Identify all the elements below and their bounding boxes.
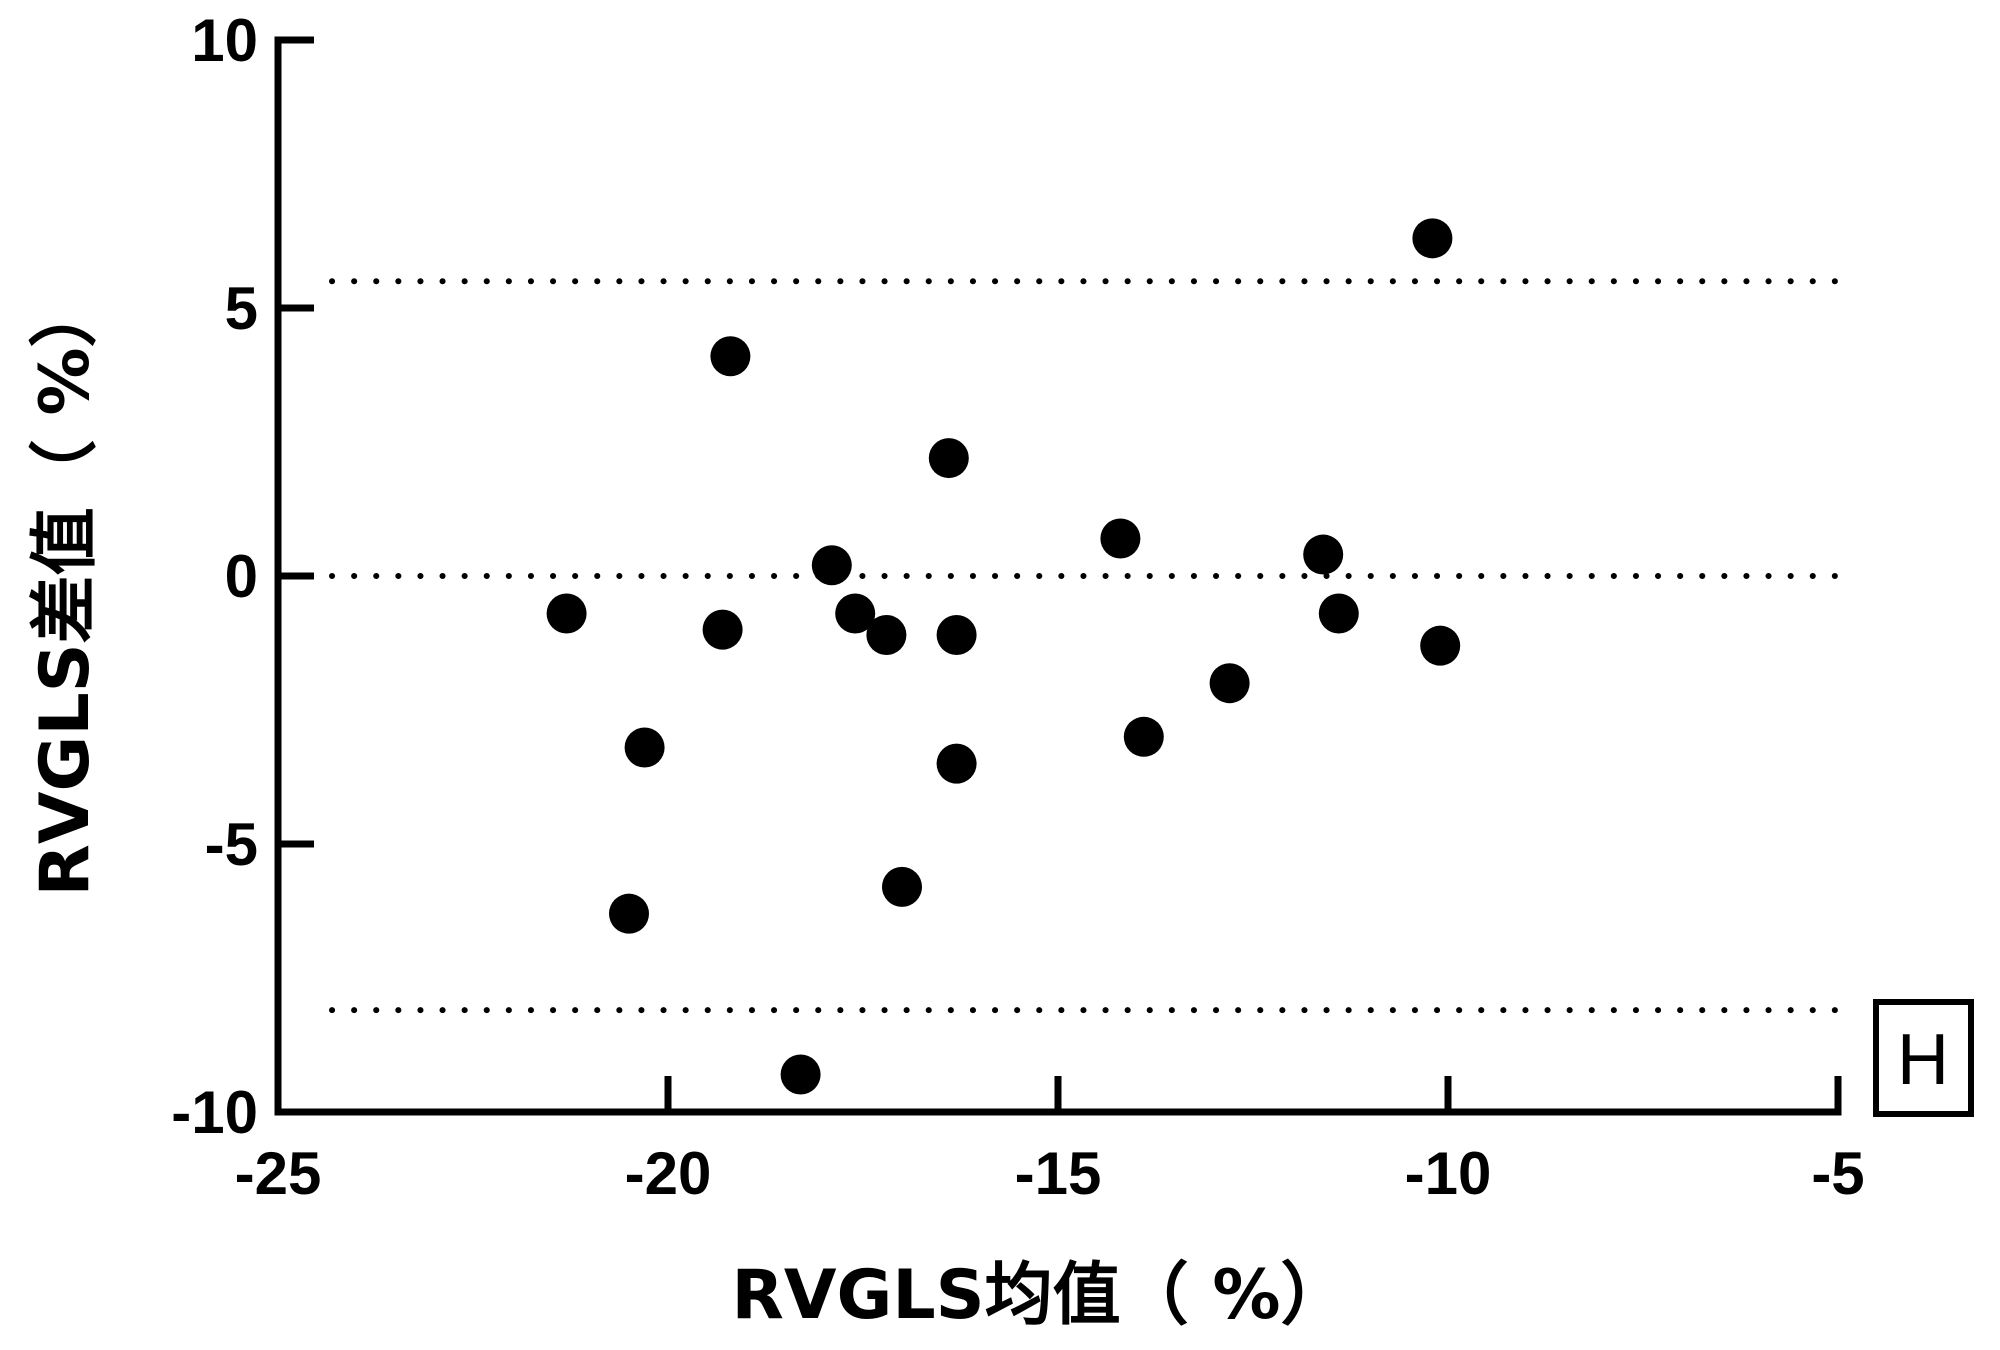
- x-tick-label: -10: [1405, 1140, 1492, 1207]
- data-point: [780, 1054, 821, 1095]
- x-tick-label: -20: [625, 1140, 712, 1207]
- data-point: [1209, 663, 1250, 704]
- data-point: [835, 593, 876, 634]
- x-axis-title: RVGLS均值（ %）: [732, 1256, 1349, 1335]
- data-point: [546, 593, 587, 634]
- x-tick-label: -15: [1015, 1140, 1102, 1207]
- x-tick-label: -5: [1811, 1140, 1864, 1207]
- axes: [274, 36, 1842, 1116]
- x-tick-label: -25: [235, 1140, 322, 1207]
- data-point: [1123, 716, 1164, 757]
- y-tick-label: -10: [171, 1079, 258, 1146]
- tick-labels: -10 -5 0 5 10 -25 -20 -15 -10 -5: [171, 7, 1864, 1207]
- y-axis-title: RVGLS差值（ %）: [26, 280, 105, 897]
- data-point: [609, 893, 649, 934]
- data-point: [710, 336, 751, 377]
- data-point: [624, 727, 665, 768]
- data-point: [1303, 534, 1344, 575]
- panel-label: H: [1897, 1020, 1949, 1100]
- data-points: [546, 218, 1461, 1095]
- data-point: [866, 614, 907, 655]
- data-point: [811, 545, 852, 586]
- data-point: [936, 743, 977, 784]
- y-tick-label: 5: [225, 275, 258, 342]
- data-point: [928, 438, 969, 479]
- data-point: [882, 866, 922, 907]
- y-tick-label: -5: [205, 811, 258, 878]
- data-point: [1420, 625, 1461, 666]
- reference-lines: [329, 278, 1851, 1014]
- data-point: [702, 609, 743, 650]
- y-tick-label: 10: [191, 7, 258, 74]
- data-point: [936, 614, 977, 655]
- panel-label-box: [1873, 999, 1974, 1117]
- y-tick-label: 0: [225, 543, 258, 610]
- data-point: [1100, 518, 1141, 559]
- data-point: [1412, 218, 1453, 259]
- data-point: [1318, 593, 1359, 634]
